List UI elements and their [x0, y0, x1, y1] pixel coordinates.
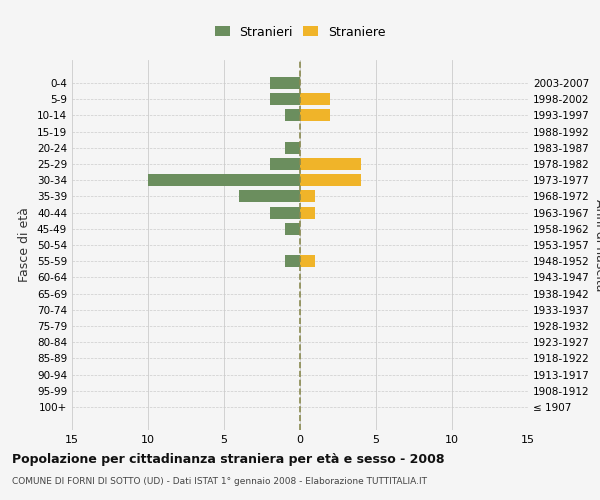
Bar	[300, 93, 331, 105]
Bar	[239, 190, 300, 202]
Bar	[300, 174, 361, 186]
Bar	[285, 142, 300, 154]
Y-axis label: Anni di nascita: Anni di nascita	[593, 198, 600, 291]
Y-axis label: Fasce di età: Fasce di età	[19, 208, 31, 282]
Bar	[285, 255, 300, 268]
Text: COMUNE DI FORNI DI SOTTO (UD) - Dati ISTAT 1° gennaio 2008 - Elaborazione TUTTIT: COMUNE DI FORNI DI SOTTO (UD) - Dati IST…	[12, 478, 427, 486]
Bar	[285, 109, 300, 122]
Bar	[148, 174, 300, 186]
Legend: Stranieri, Straniere: Stranieri, Straniere	[211, 22, 389, 42]
Bar	[300, 190, 315, 202]
Bar	[269, 77, 300, 89]
Bar	[300, 158, 361, 170]
Bar	[300, 206, 315, 218]
Bar	[269, 93, 300, 105]
Bar	[300, 109, 331, 122]
Text: Popolazione per cittadinanza straniera per età e sesso - 2008: Popolazione per cittadinanza straniera p…	[12, 452, 445, 466]
Bar	[269, 206, 300, 218]
Bar	[300, 255, 315, 268]
Bar	[269, 158, 300, 170]
Bar	[285, 222, 300, 235]
